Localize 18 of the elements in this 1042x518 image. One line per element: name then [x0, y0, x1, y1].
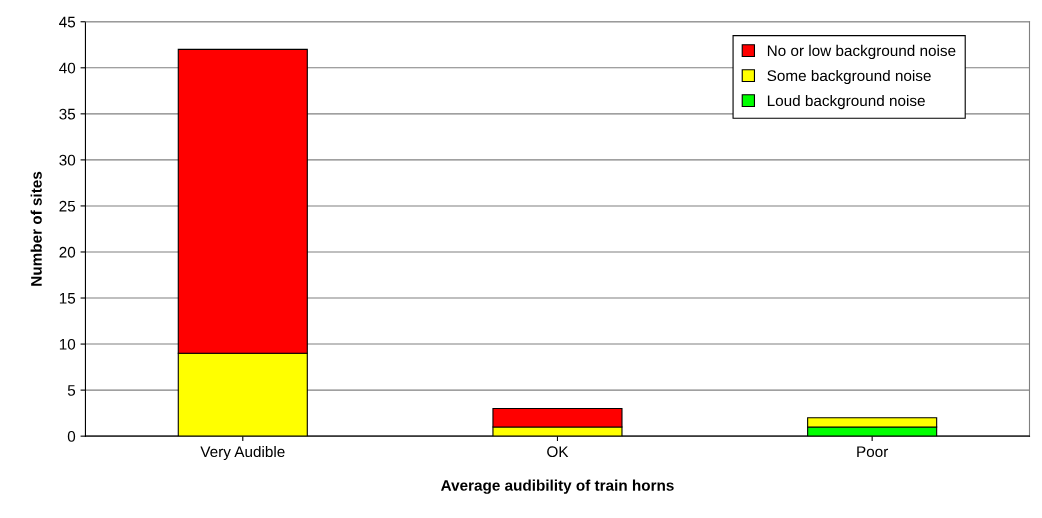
x-tick-label: Poor: [857, 446, 889, 458]
y-tick-label: 5: [67, 385, 76, 396]
x-tick-label: Very Audible: [200, 445, 285, 461]
y-tick-label: 0: [67, 431, 76, 442]
y-tick-label: 40: [59, 62, 76, 74]
x-tick-label: OK: [547, 446, 569, 458]
y-tick-label: 25: [59, 200, 76, 212]
legend-label: No or low background noise: [767, 44, 956, 60]
y-tick-label: 45: [59, 16, 76, 28]
legend-label: Some background noise: [767, 69, 931, 85]
y-tick-label: 15: [59, 293, 76, 304]
x-axis-title: Average audibility of train horns: [440, 479, 674, 494]
y-tick-label: 30: [59, 154, 76, 166]
y-tick-label: 35: [59, 108, 76, 120]
legend-label: Loud background noise: [767, 94, 925, 110]
y-axis-title: Number of sites: [30, 171, 42, 286]
y-tick-label: 20: [59, 246, 76, 258]
y-tick-label: 10: [59, 338, 76, 350]
